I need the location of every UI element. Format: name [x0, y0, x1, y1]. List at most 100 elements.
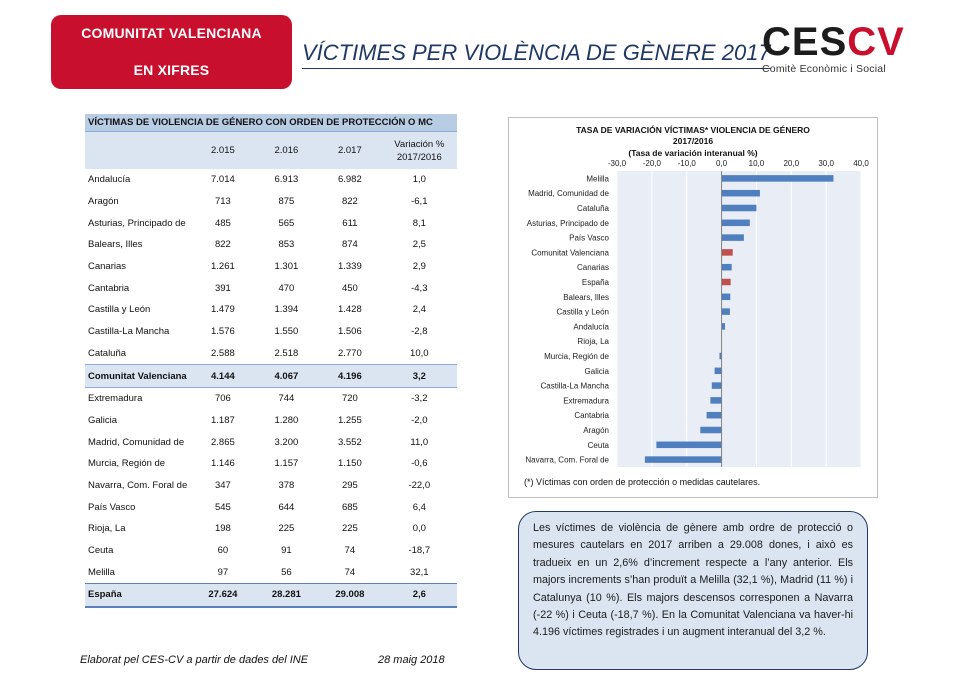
cell-variation: 2,9	[412, 261, 426, 273]
cell-y2015: 198	[214, 523, 231, 535]
cell-y2017: 74	[344, 545, 356, 557]
cell-region: Canarias	[88, 261, 127, 273]
cell-y2017: 874	[341, 239, 358, 251]
cell-variation: -2,0	[411, 414, 428, 426]
category-label: Canarias	[577, 263, 609, 272]
category-label: Extremadura	[563, 396, 609, 405]
table-row: Madrid, Comunidad de 2.865 3.200 3.552 11,0	[85, 431, 457, 453]
x-tick-label: 0,0	[716, 159, 728, 168]
category-label: Andalucía	[573, 322, 609, 331]
logo-subtitle: Comitè Econòmic i Social	[762, 63, 886, 75]
cell-y2015: 60	[217, 545, 229, 557]
cell-variation: 2,5	[412, 239, 426, 251]
header-variation: Variación % 2017/2016	[394, 138, 445, 163]
cell-y2016: 3.200	[274, 436, 299, 448]
summary-text: Les víctimes de violència de gènere amb …	[518, 511, 868, 670]
table-body: Andalucía 7.014 6.913 6.982 1,0 Aragón 713 875 8…	[85, 169, 457, 608]
table-title: VÍCTIMAS DE VIOLENCIA DE GÉNERO CON ORDE…	[85, 114, 457, 131]
cell-y2016: 875	[278, 196, 295, 208]
cell-y2016: 565	[278, 217, 295, 229]
bar	[721, 263, 732, 271]
bar	[700, 426, 722, 434]
cell-y2015: 1.146	[211, 458, 235, 470]
table-row: Asturias, Principado de 485 565 611 8,1	[85, 212, 457, 234]
bar	[721, 323, 726, 330]
cell-y2015: 1.479	[211, 304, 235, 316]
cell-y2016: 1.550	[274, 326, 299, 338]
category-label: Castilla-La Mancha	[541, 382, 610, 391]
cell-y2015: 391	[214, 282, 231, 294]
logo-ces: CES	[762, 20, 848, 64]
chart-subtitle: (Tasa de variación interanual %)	[628, 148, 758, 158]
category-label: Melilla	[586, 174, 609, 183]
x-tick-label: 20,0	[783, 159, 799, 168]
table-total-row: España 27.624 28.281 29.008 2,6	[85, 583, 457, 608]
cell-y2017: 1.506	[337, 326, 362, 338]
cell-region: Andalucía	[88, 174, 131, 186]
logo-cv: CV	[847, 20, 905, 64]
table-row: Ceuta 60 91 74 -18,7	[85, 540, 457, 562]
chart-footnote: (*) Víctimas con orden de protección o m…	[524, 477, 761, 487]
cell-y2017: 4.196	[337, 370, 362, 382]
cell-y2016: 853	[278, 239, 295, 251]
bar	[721, 175, 834, 182]
cell-y2016: 644	[278, 501, 295, 513]
cell-y2017: 1.255	[337, 414, 362, 426]
table-row: Balears, Illes 822 853 874 2,5	[85, 234, 457, 256]
bar	[721, 234, 744, 241]
cell-region: Galicia	[88, 414, 118, 426]
cell-y2015: 545	[214, 501, 231, 513]
x-tick-label: -20,0	[643, 159, 662, 168]
cell-y2017: 685	[341, 501, 358, 513]
cell-region: Cantabria	[88, 282, 130, 294]
badge-line-2: EN XIFRES	[133, 62, 210, 78]
bar	[721, 308, 730, 315]
bar	[721, 249, 733, 256]
table-row: Rioja, La 198 225 225 0,0	[85, 518, 457, 540]
cell-y2016: 1.157	[274, 458, 299, 470]
cell-y2016: 378	[278, 479, 295, 491]
table-row: Andalucía 7.014 6.913 6.982 1,0	[85, 169, 457, 191]
source-note: Elaborat pel CES-CV a partir de dades de…	[80, 654, 309, 666]
cell-y2016: 1.301	[274, 261, 299, 273]
bar	[721, 278, 731, 286]
cell-y2015: 97	[217, 566, 229, 578]
cell-variation: 1,0	[412, 174, 426, 186]
category-label: Cataluña	[577, 204, 610, 213]
cell-variation: 11,0	[410, 436, 429, 448]
total-y2015: 27.624	[208, 589, 238, 601]
bar	[710, 397, 722, 404]
header-region	[85, 132, 191, 169]
category-label: Murcia, Región de	[544, 352, 609, 361]
table-row: Canarias 1.261 1.301 1.339 2,9	[85, 256, 457, 278]
table-row: Navarra, Com. Foral de 347 378 295 -22,0	[85, 475, 457, 497]
cell-region: Asturias, Principado de	[88, 217, 186, 229]
cell-y2017: 295	[341, 479, 358, 491]
cell-y2017: 225	[341, 523, 358, 535]
header-2017: 2.017	[337, 145, 362, 156]
cell-y2016: 56	[281, 566, 292, 578]
cell-y2016: 744	[278, 393, 295, 405]
date-note: 28 maig 2018	[378, 654, 445, 666]
cell-variation: -6,1	[411, 196, 428, 208]
x-tick-label: -30,0	[608, 159, 627, 168]
cell-y2017: 720	[341, 393, 358, 405]
bar	[719, 352, 722, 360]
bar	[721, 293, 731, 301]
chart-title-line2: 2017/2016	[672, 136, 714, 146]
table-row: Castilla-La Mancha 1.576 1.550 1.506 -2,8	[85, 321, 457, 343]
cell-y2017: 1.428	[337, 304, 362, 316]
cell-y2017: 822	[341, 196, 358, 208]
table-row: Cantabria 391 470 450 -4,3	[85, 277, 457, 299]
cell-y2016: 4.067	[274, 370, 299, 382]
cell-region: Balears, Illes	[88, 239, 143, 251]
cell-y2015: 347	[214, 479, 231, 491]
cell-variation: -4,3	[411, 282, 428, 294]
table-row: Castilla y León 1.479 1.394 1.428 2,4	[85, 299, 457, 321]
cell-y2016: 1.280	[274, 414, 299, 426]
category-label: Cantabria	[574, 411, 609, 420]
table-row: Comunitat Valenciana 4.144 4.067 4.196 3,2	[85, 364, 457, 388]
table-header: 2.015 2.016 2.017 Variación % 2017/2016	[85, 131, 457, 169]
cell-region: País Vasco	[88, 501, 136, 513]
cell-variation: 3,2	[412, 370, 426, 382]
